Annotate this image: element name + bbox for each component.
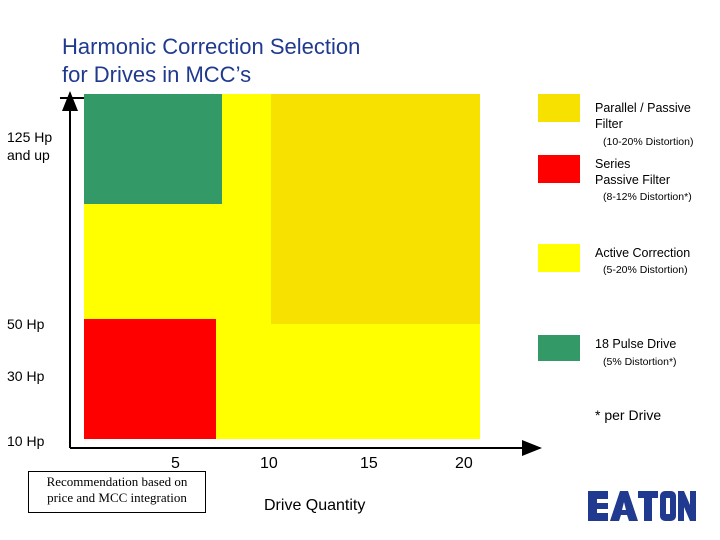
region-18-pulse-drive <box>84 94 222 204</box>
title-line-1: Harmonic Correction Selection <box>62 34 361 59</box>
title-line-2: for Drives in MCC’s <box>62 62 252 87</box>
legend-swatch-active-correction <box>538 244 580 272</box>
legend-title-parallel-passive: Parallel / Passive Filter <box>595 100 691 132</box>
y-label-125hp-line2: and up <box>7 147 50 163</box>
y-label-125hp: 125 Hp and up <box>7 128 52 164</box>
eaton-logo <box>588 491 696 521</box>
region-series-passive <box>84 319 216 439</box>
y-label-30hp: 30 Hp <box>7 368 45 384</box>
x-tick-15: 15 <box>360 455 378 472</box>
x-tick-20: 20 <box>455 455 473 472</box>
footnote: * per Drive <box>595 407 662 423</box>
legend-sub-18-pulse: (5% Distortion*) <box>603 356 677 368</box>
legend-title-series-passive: Series Passive Filter <box>595 156 670 188</box>
legend-sub-series-passive: (8-12% Distortion*) <box>603 191 692 203</box>
legend-swatch-18-pulse <box>538 335 580 361</box>
slide-title: Harmonic Correction Selection for Drives… <box>62 33 360 89</box>
recommendation-note: Recommendation based on price and MCC in… <box>28 471 206 513</box>
legend-title-18-pulse: 18 Pulse Drive <box>595 337 677 351</box>
legend-title-series-line1: Series <box>595 157 631 171</box>
legend-title-parallel-line1: Parallel / Passive <box>595 101 691 115</box>
region-parallel-passive <box>271 94 480 324</box>
legend-title-parallel-line2: Filter <box>595 117 623 131</box>
y-label-10hp: 10 Hp <box>7 433 45 449</box>
legend-sub-active-correction: (5-20% Distortion) <box>603 264 688 276</box>
x-tick-5: 5 <box>171 455 180 472</box>
legend-sub-parallel-passive: (10-20% Distortion) <box>603 136 694 148</box>
legend-swatch-parallel-passive <box>538 94 580 122</box>
note-line-1: Recommendation based on <box>46 474 188 489</box>
note-line-2: price and MCC integration <box>47 490 187 505</box>
x-tick-10: 10 <box>260 455 278 472</box>
legend-title-active-correction: Active Correction <box>595 246 691 260</box>
legend-swatch-series-passive <box>538 155 580 183</box>
y-label-125hp-line1: 125 Hp <box>7 129 53 145</box>
legend-title-series-line2: Passive Filter <box>595 173 671 187</box>
x-axis-title: Drive Quantity <box>264 497 366 514</box>
y-label-50hp: 50 Hp <box>7 316 45 332</box>
